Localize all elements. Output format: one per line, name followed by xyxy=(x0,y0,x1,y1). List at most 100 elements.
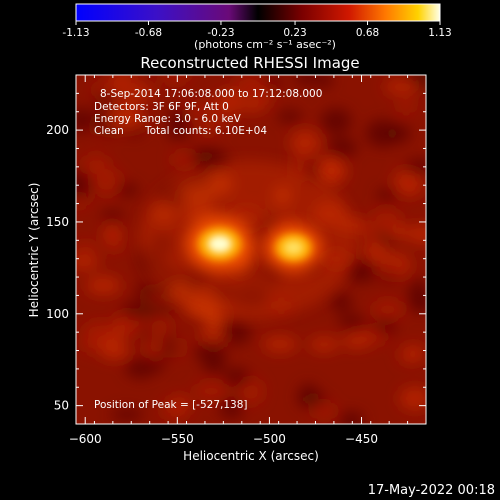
colorbar-tick-label: -1.13 xyxy=(62,27,89,39)
annotation-time-range: 8-Sep-2014 17:06:08.000 to 17:12:08.000 xyxy=(100,88,322,100)
y-tick-label: 200 xyxy=(46,123,69,137)
background-blob xyxy=(194,340,227,362)
source-core xyxy=(207,234,232,253)
y-tick-label: 150 xyxy=(46,215,69,229)
background-blob xyxy=(309,337,339,352)
secondary-source xyxy=(264,224,322,272)
peak-position-label: Position of Peak = [-527,138] xyxy=(94,399,248,411)
background-blob xyxy=(295,75,315,87)
x-axis-label: Heliocentric X (arcsec) xyxy=(183,449,319,463)
background-blob xyxy=(219,398,244,419)
annotation-energy-range: Energy Range: 3.0 - 6.0 keV xyxy=(94,113,242,125)
background-blob xyxy=(338,411,365,424)
y-tick-label: 50 xyxy=(54,399,69,413)
background-blob xyxy=(341,334,372,349)
annotation-method: Clean xyxy=(94,125,124,137)
background-blob xyxy=(82,154,110,175)
background-blob xyxy=(408,278,426,306)
background-blob xyxy=(105,319,141,336)
y-tick-label: 100 xyxy=(46,307,69,321)
background-blob xyxy=(136,282,159,301)
colorbar-tick-label: 0.68 xyxy=(356,27,379,39)
background-blob xyxy=(224,367,251,387)
source-core xyxy=(283,240,304,256)
background-blob xyxy=(385,124,412,143)
background-blob xyxy=(194,381,228,401)
background-blob xyxy=(144,335,165,360)
background-blob xyxy=(197,118,219,135)
annotation-total-counts: Total counts: 6.10E+04 xyxy=(144,125,267,137)
background-blob xyxy=(314,75,333,89)
background-blob xyxy=(384,79,420,95)
background-blob xyxy=(85,276,121,295)
background-blob xyxy=(338,314,367,330)
y-axis-label: Heliocentric Y (arcsec) xyxy=(27,183,41,318)
colorbar-tick-label: -0.68 xyxy=(135,27,162,39)
background-blob xyxy=(327,137,358,159)
background-blob xyxy=(372,299,404,320)
chart-title: Reconstructed RHESSI Image xyxy=(140,54,359,72)
background-blob xyxy=(277,109,303,124)
background-blob xyxy=(100,210,125,223)
background-blob xyxy=(144,299,172,320)
background-blob xyxy=(125,357,156,379)
colorbar-label: (photons cm⁻² s⁻¹ asec⁻²) xyxy=(194,38,336,51)
background-blob xyxy=(397,99,415,114)
background-blob xyxy=(331,293,352,313)
background-blob xyxy=(76,171,93,200)
background-blob xyxy=(376,188,398,202)
annotation-detectors: Detectors: 3F 6F 9F, Att 0 xyxy=(94,101,229,113)
background-blob xyxy=(320,108,352,134)
x-tick-label: −500 xyxy=(253,432,286,446)
y-axis-ticks: 50 100 150 200 xyxy=(46,74,426,425)
background-blob xyxy=(375,259,408,278)
background-blob xyxy=(117,115,147,128)
background-blob xyxy=(121,301,154,319)
background-blob xyxy=(161,400,181,421)
background-blob xyxy=(185,105,205,119)
background-blob xyxy=(81,332,103,353)
background-blob xyxy=(92,167,122,196)
x-axis-ticks: −600 −550 −500 −450 xyxy=(69,75,427,446)
background-blob xyxy=(403,345,425,363)
background-blob xyxy=(76,242,100,255)
background-blob xyxy=(98,334,123,360)
background-blob xyxy=(312,401,336,420)
x-tick-label: −550 xyxy=(161,432,194,446)
primary-source xyxy=(185,215,254,272)
background-blob xyxy=(93,92,117,106)
plot-area: −600 −550 −500 −450 50 100 150 200 xyxy=(46,74,427,446)
background-blob xyxy=(363,240,388,262)
background-blob xyxy=(404,159,426,176)
colorbar-frame xyxy=(75,3,441,22)
background-blob xyxy=(208,105,238,125)
background-blob xyxy=(297,393,329,406)
background-blob xyxy=(263,336,297,352)
plot-frame xyxy=(75,74,427,425)
colorbar-ticks: -1.13 -0.68 -0.23 0.23 0.68 1.13 xyxy=(62,21,452,39)
colorbar-tick-label: -0.23 xyxy=(207,27,234,39)
background-blob xyxy=(103,224,121,243)
background-blob xyxy=(76,108,95,133)
colorbar-gradient xyxy=(76,4,440,21)
background-blob xyxy=(110,407,144,421)
background-blob xyxy=(116,183,139,197)
background-blob xyxy=(290,129,321,156)
background-blob xyxy=(234,75,265,97)
colorbar: -1.13 -0.68 -0.23 0.23 0.68 1.13 (photons cm⁻… xyxy=(62,3,452,51)
x-tick-label: −600 xyxy=(69,432,102,446)
background-blob xyxy=(317,156,343,185)
background-blob xyxy=(399,387,426,410)
background-blob xyxy=(170,151,198,168)
background-blob xyxy=(345,258,378,283)
background-blob xyxy=(76,255,100,270)
background-blob xyxy=(148,314,172,340)
annotation-block: 8-Sep-2014 17:06:08.000 to 17:12:08.000 … xyxy=(94,88,322,411)
background-blob xyxy=(408,224,426,244)
background-blob xyxy=(387,225,413,239)
heatmap-image xyxy=(76,75,426,424)
x-tick-label: −450 xyxy=(345,432,378,446)
colorbar-tick-label: 0.23 xyxy=(283,27,306,39)
background-blob xyxy=(167,118,190,141)
